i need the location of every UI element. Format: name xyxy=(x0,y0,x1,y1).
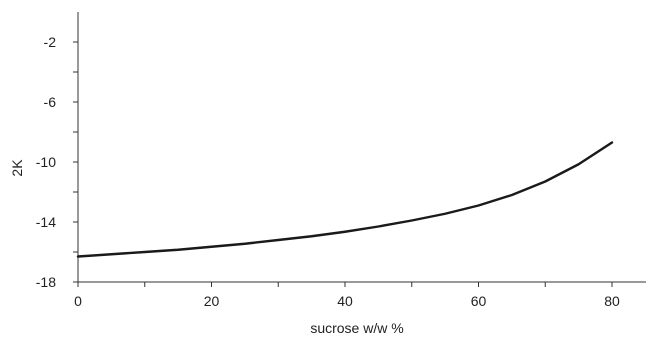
y-tick-label: -6 xyxy=(44,94,57,110)
x-tick-label: 80 xyxy=(604,293,620,309)
y-tick-label: -10 xyxy=(36,154,56,170)
y-tick-label: -14 xyxy=(36,214,56,230)
series-line-0 xyxy=(76,141,614,258)
x-axis-title: sucrose w/w % xyxy=(310,320,403,336)
axes xyxy=(77,12,646,283)
x-tick-label: 40 xyxy=(337,293,353,309)
tick-labels: -18 -14 -10 -6 -2 0 20 40 60 80 xyxy=(36,34,620,309)
y-axis-title: 2K xyxy=(9,159,25,177)
x-tick-label: 20 xyxy=(204,293,220,309)
series-layer xyxy=(76,141,614,258)
y-tick-label: -18 xyxy=(36,274,56,290)
x-tick-label: 60 xyxy=(471,293,487,309)
y-tick-label: -2 xyxy=(44,34,57,50)
x-tick-label: 0 xyxy=(74,293,82,309)
ticks xyxy=(73,41,613,287)
